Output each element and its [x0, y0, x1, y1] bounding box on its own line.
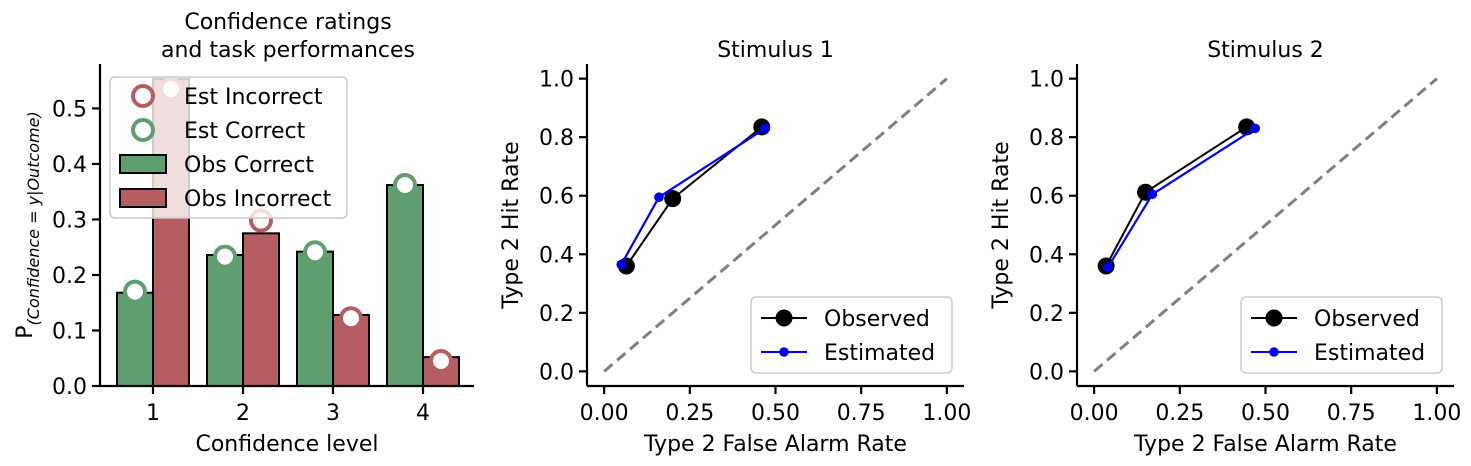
- legend-label: Estimated: [824, 341, 935, 366]
- y-tick-label: 0.4: [539, 243, 574, 268]
- legend-label: Est Correct: [184, 119, 306, 144]
- y-tick-label: 0.2: [1029, 302, 1064, 327]
- y-tick-label: 0.4: [1029, 243, 1064, 268]
- bar-obs-correct: [386, 184, 424, 387]
- y-axis-label: Type 2 Hit Rate: [989, 141, 1014, 309]
- chance-diagonal: [1093, 77, 1438, 373]
- marker-est-incorrect: [429, 349, 453, 374]
- x-tick-label: 2: [236, 401, 250, 426]
- legend-frame: [750, 296, 953, 374]
- legend-label: Estimated: [1314, 341, 1425, 366]
- series-estimated-point: [654, 192, 664, 202]
- marker-est-correct: [303, 240, 327, 265]
- marker-est-incorrect: [339, 306, 363, 331]
- chart-confidence-ratings: Confidence ratings and task performances 0…: [13, 10, 474, 457]
- chart-title: Stimulus 2: [1207, 38, 1324, 63]
- series-estimated-point: [1103, 262, 1113, 273]
- marker-est-correct: [393, 173, 417, 198]
- y-tick-label: 1.0: [539, 68, 574, 93]
- series-estimated-line: [1106, 127, 1256, 269]
- x-tick-label: 0.50: [1241, 401, 1290, 426]
- legend-frame: [1240, 296, 1443, 374]
- chart-title: and task performances: [161, 38, 415, 63]
- legend-swatch-marker: [779, 347, 789, 357]
- y-tick-label: 0.0: [1029, 360, 1064, 385]
- y-axis-label-subscript: (Confidence = y|Outcome): [24, 111, 43, 325]
- chart-title: Confidence ratings: [184, 10, 391, 35]
- bar-obs-correct: [296, 250, 334, 387]
- legend-swatch-marker: [1265, 309, 1283, 327]
- x-tick-label: 0.25: [1155, 401, 1204, 426]
- series-estimated-line: [620, 127, 766, 266]
- bar-obs-correct: [116, 291, 154, 388]
- legend-swatch-marker: [1269, 347, 1279, 357]
- y-tick-label: 0.5: [52, 97, 87, 122]
- series-estimated-point: [616, 259, 627, 270]
- x-tick-label: 0.00: [1070, 401, 1119, 426]
- x-tick-label: 1.00: [1412, 401, 1461, 426]
- series-observed-point: [664, 190, 682, 208]
- legend-frame: [109, 76, 348, 219]
- chance-diagonal: [603, 77, 948, 373]
- x-tick-label: 1: [146, 401, 160, 426]
- x-axis-label: Confidence level: [195, 432, 378, 457]
- y-tick-label: 0.2: [52, 264, 87, 289]
- legend-swatch-marker: [131, 84, 155, 108]
- y-tick-label: 0.1: [52, 319, 87, 344]
- marker-est-correct: [123, 279, 147, 304]
- x-tick-label: 0.50: [751, 401, 800, 426]
- legend: Observed Estimated: [1240, 296, 1443, 374]
- x-tick-label: 0.25: [665, 401, 714, 426]
- chart-stimulus-1: Stimulus 1 0.0 0.2 0.4 0.6 0.8 1.0 0.00 0.25 0.50…: [499, 38, 971, 457]
- y-tick-label: 0.2: [539, 302, 574, 327]
- series-observed-line: [625, 126, 763, 267]
- y-tick-label: 0.8: [539, 126, 574, 151]
- y-axis-label: P(Confidence = y|Outcome): [13, 111, 43, 338]
- y-tick-label: 0.0: [52, 375, 87, 400]
- bar-obs-incorrect: [242, 232, 280, 387]
- y-tick-label: 0.6: [1029, 185, 1064, 210]
- legend-label: Obs Correct: [184, 153, 314, 178]
- y-tick-label: 0.8: [1029, 126, 1064, 151]
- series-estimated-point: [760, 123, 771, 134]
- x-tick-label: 3: [326, 401, 340, 426]
- bar-obs-correct: [206, 253, 244, 387]
- x-tick-label: 4: [416, 401, 430, 426]
- x-axis-label: Type 2 False Alarm Rate: [1133, 432, 1397, 457]
- y-tick-label: 0.4: [52, 153, 87, 178]
- legend-label: Obs Incorrect: [184, 187, 332, 212]
- chart-title: Stimulus 1: [717, 38, 834, 63]
- x-tick-label: 0.00: [580, 401, 629, 426]
- y-axis-label-main: P: [13, 325, 38, 338]
- y-tick-label: 0.3: [52, 208, 87, 233]
- legend: Observed Estimated: [750, 296, 953, 374]
- legend-label: Observed: [824, 307, 930, 332]
- legend-label: Est Incorrect: [184, 85, 323, 110]
- y-tick-label: 0.0: [539, 360, 574, 385]
- legend-swatch-bar: [119, 154, 167, 174]
- chart-stimulus-2: Stimulus 2 0.0 0.2 0.4 0.6 0.8 1.0 0.00 0.25 0.50…: [989, 38, 1461, 457]
- y-axis-label: Type 2 Hit Rate: [499, 141, 524, 309]
- y-tick-label: 1.0: [1029, 68, 1064, 93]
- y-tick-label: 0.6: [539, 185, 574, 210]
- legend: Est Incorrect Est Correct Obs Correct Obs I…: [109, 76, 348, 219]
- x-axis-label: Type 2 False Alarm Rate: [643, 432, 907, 457]
- series-estimated-point: [1147, 189, 1158, 200]
- x-tick-label: 0.75: [837, 401, 886, 426]
- legend-label: Observed: [1314, 307, 1420, 332]
- x-tick-label: 1.00: [922, 401, 971, 426]
- series-estimated-point: [1250, 123, 1261, 134]
- legend-swatch-bar: [119, 188, 167, 208]
- marker-est-correct: [213, 244, 237, 269]
- legend-swatch-marker: [775, 309, 793, 327]
- legend-swatch-marker: [131, 118, 155, 142]
- x-tick-label: 0.75: [1327, 401, 1376, 426]
